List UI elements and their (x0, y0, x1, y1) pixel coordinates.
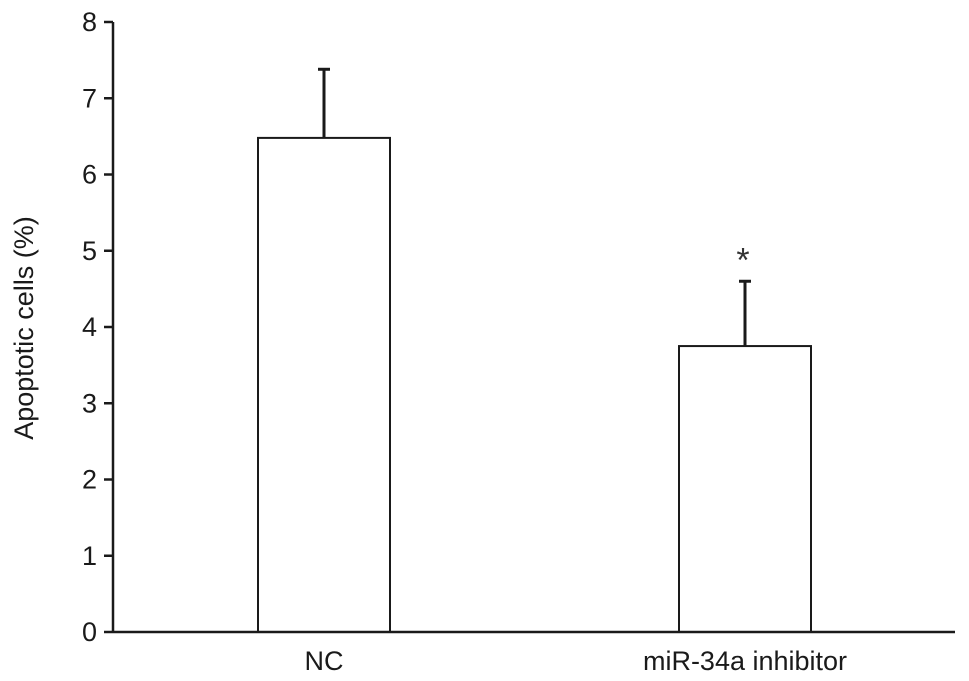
x-category-label: NC (305, 646, 344, 676)
y-tick-label: 2 (82, 465, 97, 495)
y-tick-label: 1 (82, 541, 97, 571)
x-category-label: miR-34a inhibitor (643, 646, 847, 676)
y-tick-label: 7 (82, 83, 97, 113)
y-tick-label: 0 (82, 617, 97, 647)
bar (678, 345, 812, 633)
y-tick-label: 8 (82, 7, 97, 37)
y-tick-label: 4 (82, 312, 97, 342)
x-axis: NC miR-34a inhibitor (113, 630, 955, 676)
y-tick-label: 5 (82, 236, 97, 266)
y-axis-title: Apoptotic cells (%) (9, 216, 39, 440)
significance-marker: * (736, 241, 749, 279)
y-axis: 0 1 2 3 4 5 6 7 8 (82, 7, 115, 647)
bars: * (257, 67, 812, 633)
bar (257, 136, 391, 633)
y-tick-label: 3 (82, 388, 97, 418)
y-tick-label: 6 (82, 160, 97, 190)
